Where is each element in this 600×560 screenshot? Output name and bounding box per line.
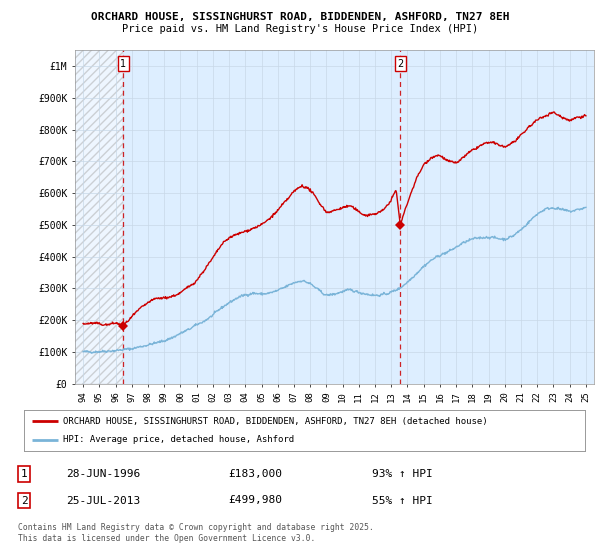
Bar [75, 50, 124, 384]
Text: ORCHARD HOUSE, SISSINGHURST ROAD, BIDDENDEN, ASHFORD, TN27 8EH: ORCHARD HOUSE, SISSINGHURST ROAD, BIDDEN… [91, 12, 509, 22]
Text: 1: 1 [20, 469, 28, 479]
Text: 55% ↑ HPI: 55% ↑ HPI [372, 496, 433, 506]
Text: 25-JUL-2013: 25-JUL-2013 [66, 496, 140, 506]
Text: 28-JUN-1996: 28-JUN-1996 [66, 469, 140, 479]
Text: Price paid vs. HM Land Registry's House Price Index (HPI): Price paid vs. HM Land Registry's House … [122, 24, 478, 34]
Text: £183,000: £183,000 [228, 469, 282, 479]
Text: 1: 1 [121, 59, 127, 69]
Text: ORCHARD HOUSE, SISSINGHURST ROAD, BIDDENDEN, ASHFORD, TN27 8EH (detached house): ORCHARD HOUSE, SISSINGHURST ROAD, BIDDEN… [63, 417, 488, 426]
Text: 2: 2 [397, 59, 403, 69]
Text: 93% ↑ HPI: 93% ↑ HPI [372, 469, 433, 479]
Text: £499,980: £499,980 [228, 496, 282, 506]
Text: 2: 2 [20, 496, 28, 506]
Text: HPI: Average price, detached house, Ashford: HPI: Average price, detached house, Ashf… [63, 436, 295, 445]
Text: Contains HM Land Registry data © Crown copyright and database right 2025.
This d: Contains HM Land Registry data © Crown c… [18, 523, 374, 543]
